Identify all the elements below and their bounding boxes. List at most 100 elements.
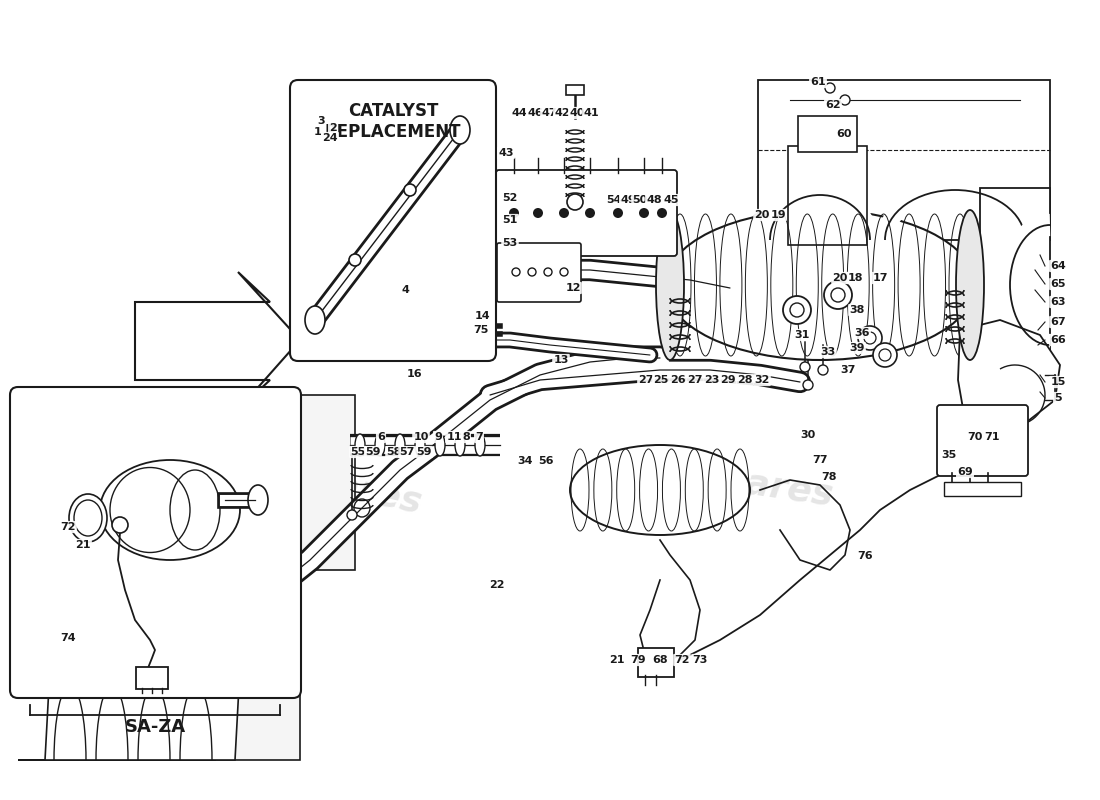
FancyBboxPatch shape bbox=[21, 391, 289, 529]
Polygon shape bbox=[958, 320, 1060, 435]
Text: 2: 2 bbox=[329, 123, 337, 133]
Text: 21: 21 bbox=[609, 655, 625, 665]
FancyBboxPatch shape bbox=[136, 667, 168, 689]
Polygon shape bbox=[980, 188, 1050, 390]
Text: 41: 41 bbox=[583, 108, 598, 118]
Circle shape bbox=[783, 296, 811, 324]
Circle shape bbox=[112, 517, 128, 533]
Circle shape bbox=[585, 208, 595, 218]
Ellipse shape bbox=[666, 210, 975, 360]
Text: 37: 37 bbox=[840, 365, 856, 375]
Text: 26: 26 bbox=[670, 375, 685, 385]
Text: 59: 59 bbox=[416, 447, 431, 457]
Text: 73: 73 bbox=[692, 655, 707, 665]
Text: 20: 20 bbox=[833, 273, 848, 283]
Polygon shape bbox=[135, 272, 300, 410]
Text: 70: 70 bbox=[967, 432, 982, 442]
Ellipse shape bbox=[375, 434, 385, 456]
Text: 75: 75 bbox=[473, 325, 488, 335]
Text: 60: 60 bbox=[836, 129, 851, 139]
Text: 79: 79 bbox=[630, 655, 646, 665]
Circle shape bbox=[512, 268, 520, 276]
Circle shape bbox=[544, 268, 552, 276]
Text: 1: 1 bbox=[315, 127, 322, 137]
Ellipse shape bbox=[475, 434, 485, 456]
Circle shape bbox=[349, 254, 361, 266]
Text: 68: 68 bbox=[652, 655, 668, 665]
Ellipse shape bbox=[455, 434, 465, 456]
Text: 66: 66 bbox=[1050, 335, 1066, 345]
Text: 65: 65 bbox=[1050, 279, 1066, 289]
Text: 23: 23 bbox=[704, 375, 719, 385]
Ellipse shape bbox=[434, 434, 446, 456]
Text: 72: 72 bbox=[674, 655, 690, 665]
Text: 74: 74 bbox=[60, 633, 76, 643]
Circle shape bbox=[559, 208, 569, 218]
Text: 48: 48 bbox=[646, 195, 662, 205]
Text: 20: 20 bbox=[755, 210, 770, 220]
Text: 51: 51 bbox=[503, 215, 518, 225]
Text: 54: 54 bbox=[606, 195, 621, 205]
Text: eurospares: eurospares bbox=[604, 447, 836, 513]
Circle shape bbox=[404, 184, 416, 196]
FancyBboxPatch shape bbox=[638, 648, 674, 677]
Text: 63: 63 bbox=[1050, 297, 1066, 307]
Text: 71: 71 bbox=[984, 432, 1000, 442]
Text: 43: 43 bbox=[498, 148, 514, 158]
Text: 40: 40 bbox=[570, 108, 585, 118]
Text: 67: 67 bbox=[1050, 317, 1066, 327]
Text: 59: 59 bbox=[365, 447, 381, 457]
Circle shape bbox=[639, 208, 649, 218]
Text: 46: 46 bbox=[527, 108, 543, 118]
Text: 11: 11 bbox=[447, 432, 462, 442]
Text: 3: 3 bbox=[317, 116, 324, 126]
Text: 52: 52 bbox=[503, 193, 518, 203]
Ellipse shape bbox=[305, 306, 324, 334]
Polygon shape bbox=[18, 395, 355, 760]
Text: 10: 10 bbox=[414, 432, 429, 442]
Text: 44: 44 bbox=[512, 108, 527, 118]
Text: 55: 55 bbox=[351, 447, 365, 457]
Text: 6: 6 bbox=[377, 432, 385, 442]
FancyBboxPatch shape bbox=[496, 170, 676, 256]
Ellipse shape bbox=[570, 445, 750, 535]
Text: 45: 45 bbox=[663, 195, 679, 205]
Text: 25: 25 bbox=[653, 375, 669, 385]
Text: 76: 76 bbox=[857, 551, 872, 561]
Text: 27: 27 bbox=[688, 375, 703, 385]
Text: 18: 18 bbox=[847, 273, 862, 283]
Text: 32: 32 bbox=[755, 375, 770, 385]
Ellipse shape bbox=[395, 434, 405, 456]
Circle shape bbox=[818, 365, 828, 375]
Text: 4: 4 bbox=[402, 285, 409, 295]
Circle shape bbox=[566, 194, 583, 210]
FancyBboxPatch shape bbox=[28, 527, 273, 578]
Text: 21: 21 bbox=[75, 540, 90, 550]
Text: 61: 61 bbox=[811, 77, 826, 87]
Text: 34: 34 bbox=[517, 456, 532, 466]
Text: 8: 8 bbox=[462, 432, 470, 442]
Text: 12: 12 bbox=[565, 283, 581, 293]
Text: 62: 62 bbox=[825, 100, 840, 110]
FancyBboxPatch shape bbox=[10, 387, 301, 698]
Text: 22: 22 bbox=[490, 580, 505, 590]
Text: 69: 69 bbox=[957, 467, 972, 477]
Text: 39: 39 bbox=[849, 343, 865, 353]
Polygon shape bbox=[45, 575, 245, 760]
FancyBboxPatch shape bbox=[944, 482, 1021, 496]
Text: eurospares: eurospares bbox=[195, 440, 426, 520]
Ellipse shape bbox=[16, 580, 67, 660]
Text: 13: 13 bbox=[553, 355, 569, 365]
Ellipse shape bbox=[355, 434, 365, 456]
Text: 36: 36 bbox=[855, 328, 870, 338]
Circle shape bbox=[800, 362, 810, 372]
Text: 77: 77 bbox=[812, 455, 827, 465]
Polygon shape bbox=[758, 80, 1050, 240]
Circle shape bbox=[657, 208, 667, 218]
Text: 28: 28 bbox=[737, 375, 752, 385]
Circle shape bbox=[534, 208, 543, 218]
Text: 56: 56 bbox=[538, 456, 553, 466]
Ellipse shape bbox=[69, 494, 107, 542]
Circle shape bbox=[824, 281, 852, 309]
Text: 50: 50 bbox=[632, 195, 648, 205]
